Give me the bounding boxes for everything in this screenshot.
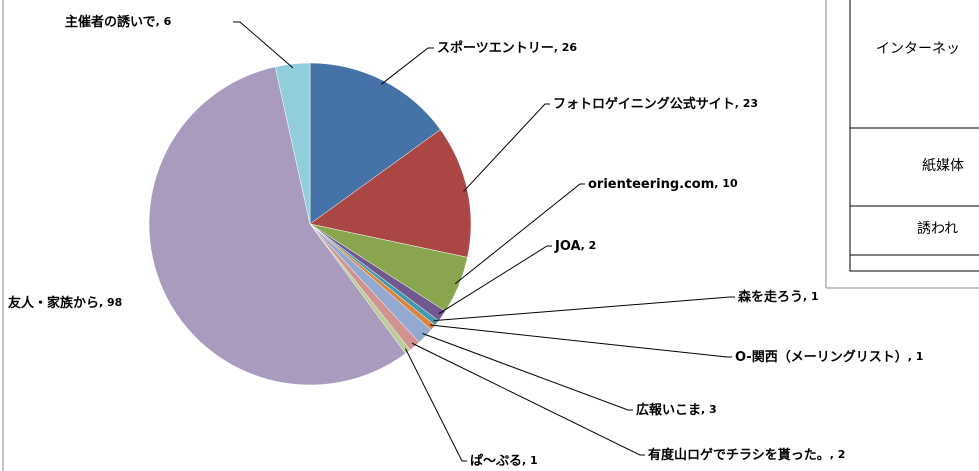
- label-separator: ,: [554, 41, 562, 54]
- data-label: 友人・家族から, 98: [8, 295, 122, 311]
- data-label: 広報いこま, 3: [636, 402, 717, 418]
- pie-slice: [274, 62, 311, 225]
- table-frame: [849, 0, 979, 272]
- data-label: スポーツエントリー, 26: [437, 40, 577, 56]
- label-separator: ,: [581, 239, 589, 252]
- label-separator: ,: [156, 15, 164, 28]
- leader-line: [438, 245, 552, 315]
- data-label: JOA, 2: [554, 239, 596, 254]
- leader-line: [454, 183, 585, 285]
- data-label: 森を走ろう, 1: [738, 289, 819, 305]
- data-label: O-関西（メーリングリスト）, 1: [735, 349, 923, 365]
- label-value: 6: [164, 15, 172, 28]
- leader-line: [381, 47, 434, 85]
- leader-line: [411, 342, 645, 456]
- leader-line: [405, 348, 467, 462]
- pie-slice: [148, 66, 406, 386]
- label-separator: ,: [735, 97, 743, 110]
- data-label: orienteering.com, 10: [588, 177, 738, 192]
- label-category: スポーツエントリー: [437, 40, 554, 56]
- label-category: ぱ～ぷる: [470, 453, 522, 469]
- label-separator: ,: [803, 290, 811, 303]
- data-label: 有度山ロゲでチラシを貰った。, 2: [648, 447, 845, 463]
- label-category: orienteering.com: [588, 177, 714, 192]
- label-category: 広報いこま: [636, 402, 701, 418]
- label-category: JOA: [554, 239, 581, 254]
- label-value: 98: [107, 296, 122, 309]
- label-separator: ,: [714, 177, 722, 190]
- label-separator: ,: [522, 454, 530, 467]
- label-value: 2: [589, 239, 597, 252]
- label-value: 1: [811, 290, 819, 303]
- label-separator: ,: [701, 403, 709, 416]
- label-separator: ,: [908, 350, 916, 363]
- leader-line: [233, 21, 294, 69]
- table-cell: 誘われ: [917, 221, 958, 237]
- table-cell: インターネッ: [876, 41, 960, 57]
- label-value: 23: [743, 97, 758, 110]
- label-category: フォトロゲイニング公式サイト: [553, 96, 735, 112]
- data-label: ぱ～ぷる, 1: [470, 453, 538, 469]
- data-label: 主催者の誘いで, 6: [65, 14, 172, 30]
- pie-slice: [309, 62, 441, 225]
- label-value: 3: [709, 403, 717, 416]
- label-category: 有度山ロゲでチラシを貰った。: [648, 447, 830, 463]
- leader-line: [433, 296, 735, 322]
- leader-line: [430, 324, 732, 358]
- leader-line: [463, 103, 550, 192]
- pie-slice: [309, 129, 472, 258]
- label-category: 主催者の誘いで: [65, 14, 156, 30]
- data-label: フォトロゲイニング公式サイト, 23: [553, 96, 758, 112]
- leader-line: [422, 333, 633, 411]
- label-value: 1: [916, 350, 924, 363]
- label-separator: ,: [830, 448, 838, 461]
- table-cell: 紙媒体: [922, 158, 964, 174]
- label-value: 1: [530, 454, 538, 467]
- table: インターネッ 紙媒体 誘われ: [849, 0, 979, 272]
- label-category: 友人・家族から: [8, 295, 99, 311]
- label-category: O-関西（メーリングリスト）: [735, 349, 908, 365]
- label-value: 26: [562, 41, 578, 54]
- label-value: 10: [722, 177, 738, 190]
- label-category: 森を走ろう: [738, 289, 803, 305]
- label-value: 2: [838, 448, 846, 461]
- label-separator: ,: [99, 296, 107, 309]
